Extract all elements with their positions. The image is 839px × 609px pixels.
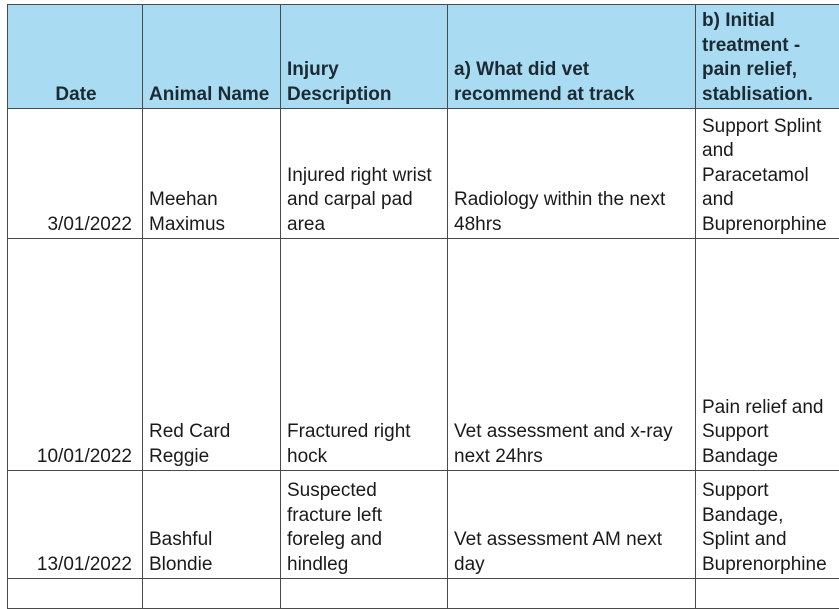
cell-injury: Injured right wrist and carpal pad area [281, 109, 448, 239]
cell-date: 10/01/2022 [8, 239, 143, 471]
cell-empty [448, 579, 696, 609]
cell-empty [143, 579, 281, 609]
header-row: Date Animal Name Injury Description a) W… [8, 5, 839, 109]
table-row-partial [8, 579, 839, 609]
cell-animal: Meehan Maximus [143, 109, 281, 239]
table-row: 13/01/2022 Bashful Blondie Suspected fra… [8, 471, 839, 579]
cell-empty [8, 579, 143, 609]
cell-vet-recommendation: Vet assessment and x-ray next 24hrs [448, 239, 696, 471]
cell-injury: Fractured right hock [281, 239, 448, 471]
header-animal-name: Animal Name [143, 5, 281, 109]
cell-animal: Bashful Blondie [143, 471, 281, 579]
header-injury-description: Injury Description [281, 5, 448, 109]
header-date: Date [8, 5, 143, 109]
cell-vet-recommendation: Radiology within the next 48hrs [448, 109, 696, 239]
cell-date: 13/01/2022 [8, 471, 143, 579]
cell-date: 3/01/2022 [8, 109, 143, 239]
cell-empty [696, 579, 839, 609]
cell-vet-recommendation: Vet assessment AM next day [448, 471, 696, 579]
table-row: 3/01/2022 Meehan Maximus Injured right w… [8, 109, 839, 239]
injury-table: Date Animal Name Injury Description a) W… [7, 4, 839, 609]
header-vet-recommendation: a) What did vet recommend at track [448, 5, 696, 109]
table-row: 10/01/2022 Red Card Reggie Fractured rig… [8, 239, 839, 471]
cell-animal: Red Card Reggie [143, 239, 281, 471]
cell-empty [281, 579, 448, 609]
cell-injury: Suspected fracture left foreleg and hind… [281, 471, 448, 579]
